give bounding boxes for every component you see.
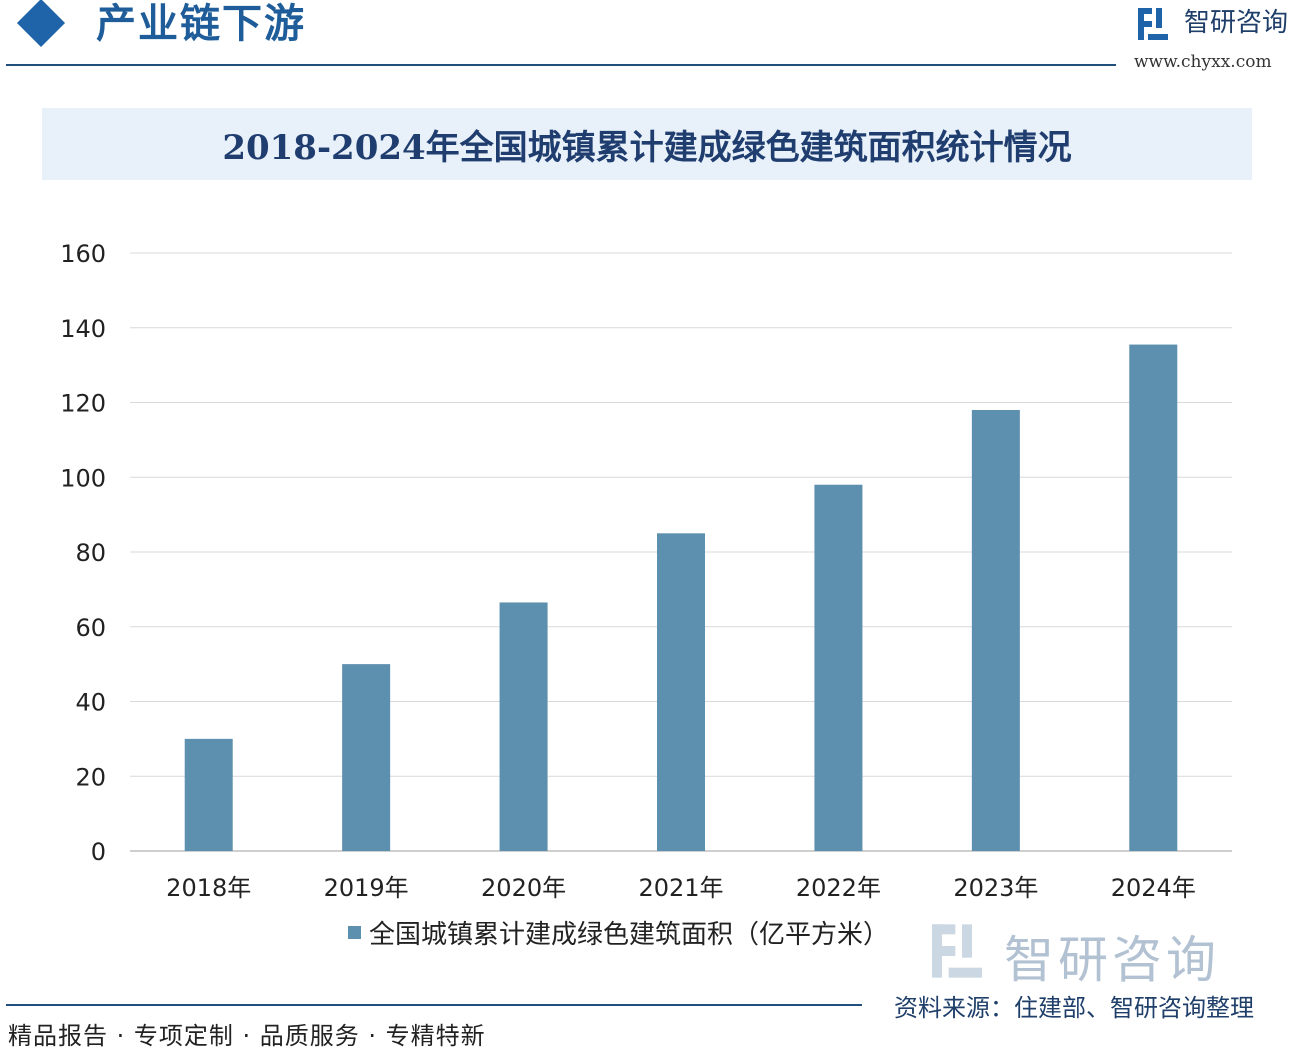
watermark-name: 智研咨询 — [1004, 931, 1220, 989]
y-tick-label: 160 — [60, 240, 106, 268]
bar — [657, 533, 705, 851]
x-tick-label: 2020年 — [481, 874, 566, 902]
data-source: 资料来源：住建部、智研咨询整理 — [894, 994, 1254, 1022]
x-axis-ticks: 2018年 2019年 2020年 2021年 2022年 2023年 2024年 — [166, 874, 1196, 902]
y-tick-label: 60 — [75, 614, 106, 642]
y-tick-label: 20 — [75, 763, 106, 791]
brand-url: www.chyxx.com — [1134, 52, 1272, 72]
bar — [499, 602, 548, 851]
y-tick-label: 80 — [75, 539, 106, 567]
y-tick-label: 140 — [60, 315, 106, 343]
bar — [1129, 344, 1178, 851]
y-tick-label: 100 — [60, 464, 106, 492]
bar — [971, 409, 1020, 851]
x-tick-label: 2021年 — [638, 874, 723, 902]
y-tick-label: 120 — [60, 390, 106, 418]
legend-label: 全国城镇累计建成绿色建筑面积（亿平方米） — [369, 920, 890, 950]
brand-logo-icon — [1138, 8, 1168, 40]
bar — [814, 484, 863, 851]
footer-divider — [6, 1004, 862, 1006]
x-tick-label: 2022年 — [796, 874, 881, 902]
chart-title: 2018-2024年全国城镇累计建成绿色建筑面积统计情况 — [222, 127, 1072, 168]
x-tick-label: 2019年 — [324, 874, 409, 902]
bar — [184, 738, 233, 851]
watermark-logo-icon — [932, 924, 982, 978]
y-tick-label: 40 — [75, 689, 106, 717]
header-divider — [6, 64, 1116, 66]
x-tick-label: 2018年 — [166, 874, 251, 902]
y-tick-label: 0 — [91, 838, 106, 866]
title-band — [42, 108, 1252, 180]
bars — [184, 344, 1178, 851]
legend: 全国城镇累计建成绿色建筑面积（亿平方米） — [348, 914, 889, 951]
brand-name: 智研咨询 — [1184, 8, 1289, 38]
legend-swatch — [348, 926, 361, 939]
y-axis-ticks: 0 20 40 60 80 100 120 140 160 — [60, 240, 106, 866]
bar — [342, 664, 391, 851]
footer-slogan: 精品报告 · 专项定制 · 品质服务 · 专精特新 — [8, 1022, 486, 1050]
x-tick-label: 2024年 — [1111, 874, 1196, 902]
x-tick-label: 2023年 — [953, 874, 1038, 902]
section-title: 产业链下游 — [96, 1, 306, 47]
